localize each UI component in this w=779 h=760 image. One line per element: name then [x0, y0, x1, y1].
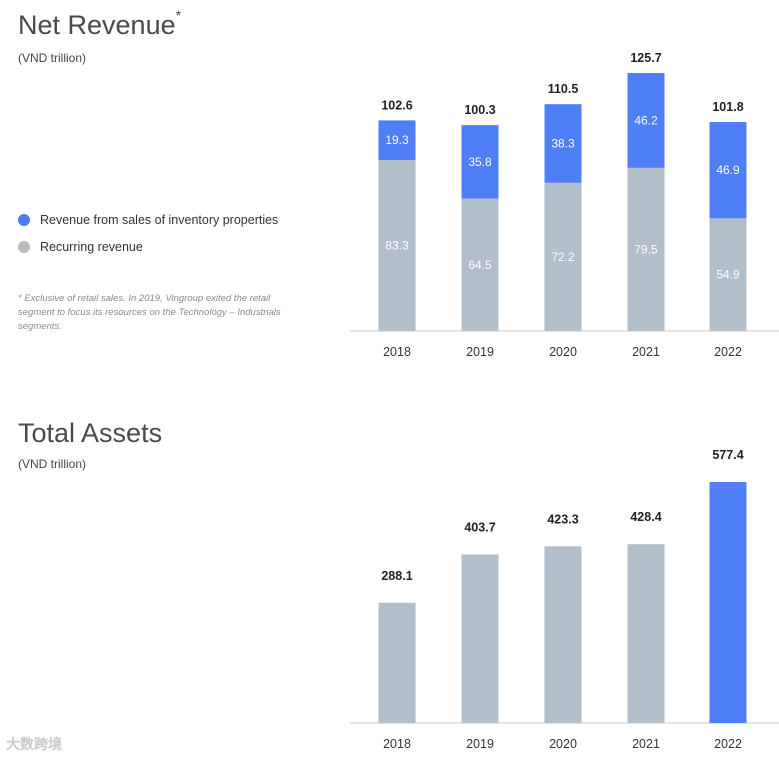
value-label-assets-2022: 577.4 — [712, 448, 743, 462]
label-inventory-2019: 35.8 — [468, 155, 492, 169]
value-label-assets-2020: 423.3 — [547, 512, 578, 526]
label-recurring-2019: 64.5 — [468, 258, 492, 272]
net-revenue-footnote: * Exclusive of retail sales. In 2019, Vi… — [18, 293, 281, 332]
label-inventory-2022: 46.9 — [716, 163, 740, 177]
value-label-assets-2021: 428.4 — [630, 510, 661, 524]
legend-label-inventory: Revenue from sales of inventory properti… — [40, 212, 279, 227]
net-revenue-title: Net Revenue* — [18, 7, 182, 40]
x-tick-assets-2021: 2021 — [632, 737, 660, 751]
bar-assets-2018 — [378, 602, 416, 723]
label-recurring-2018: 83.3 — [385, 239, 409, 253]
bar-recurring-2022 — [709, 218, 747, 331]
value-label-assets-2018: 288.1 — [381, 569, 412, 583]
legend-dot-blue — [18, 213, 30, 226]
watermark-text: 大数跨境 — [6, 736, 62, 752]
total-assets-unit: (VND trillion) — [18, 457, 87, 471]
bar-recurring-2020 — [544, 182, 582, 331]
label-inventory-2018: 19.3 — [385, 133, 409, 147]
legend-dot-grey — [18, 240, 30, 253]
label-inventory-2020: 38.3 — [551, 137, 575, 151]
total-label-2020: 110.5 — [548, 82, 579, 96]
bar-recurring-2018 — [378, 160, 416, 331]
bar-inventory-2019 — [461, 125, 499, 199]
legend-item-recurring: Recurring revenue — [18, 233, 278, 260]
legend-item-inventory: Revenue from sales of inventory properti… — [18, 206, 278, 233]
x-tick-assets-2022: 2022 — [714, 737, 742, 751]
label-recurring-2020: 72.2 — [551, 250, 575, 264]
net-revenue-legend: Revenue from sales of inventory properti… — [18, 206, 278, 260]
x-tick-revenue-2021: 2021 — [632, 345, 660, 359]
label-recurring-2022: 54.9 — [716, 268, 740, 282]
x-tick-revenue-2022: 2022 — [714, 345, 742, 359]
bar-assets-2022 — [709, 482, 747, 723]
label-recurring-2021: 79.5 — [634, 242, 658, 256]
total-label-2021: 125.7 — [630, 51, 661, 65]
x-tick-assets-2018: 2018 — [383, 737, 411, 751]
net-revenue-unit: (VND trillion) — [18, 51, 87, 65]
total-assets-title: Total Assets — [18, 418, 163, 448]
bar-recurring-2021 — [627, 167, 665, 331]
bar-inventory-2018 — [378, 120, 416, 161]
bar-inventory-2022 — [709, 122, 747, 219]
x-tick-revenue-2020: 2020 — [549, 345, 577, 359]
bar-inventory-2021 — [627, 73, 665, 168]
total-label-2018: 102.6 — [381, 98, 412, 112]
legend-label-recurring: Recurring revenue — [40, 239, 143, 254]
x-tick-assets-2019: 2019 — [466, 737, 494, 751]
bar-assets-2019 — [461, 554, 499, 723]
bar-assets-2021 — [627, 544, 665, 723]
value-label-assets-2019: 403.7 — [464, 521, 495, 535]
total-label-2019: 100.3 — [464, 103, 495, 117]
bar-inventory-2020 — [544, 104, 582, 183]
bar-assets-2020 — [544, 546, 582, 723]
title-asterisk: * — [175, 7, 182, 23]
x-tick-revenue-2018: 2018 — [383, 345, 411, 359]
x-tick-revenue-2019: 2019 — [466, 345, 494, 359]
label-inventory-2021: 46.2 — [634, 113, 658, 127]
total-label-2022: 101.8 — [712, 100, 743, 114]
bar-recurring-2019 — [461, 198, 499, 331]
x-tick-assets-2020: 2020 — [549, 737, 577, 751]
